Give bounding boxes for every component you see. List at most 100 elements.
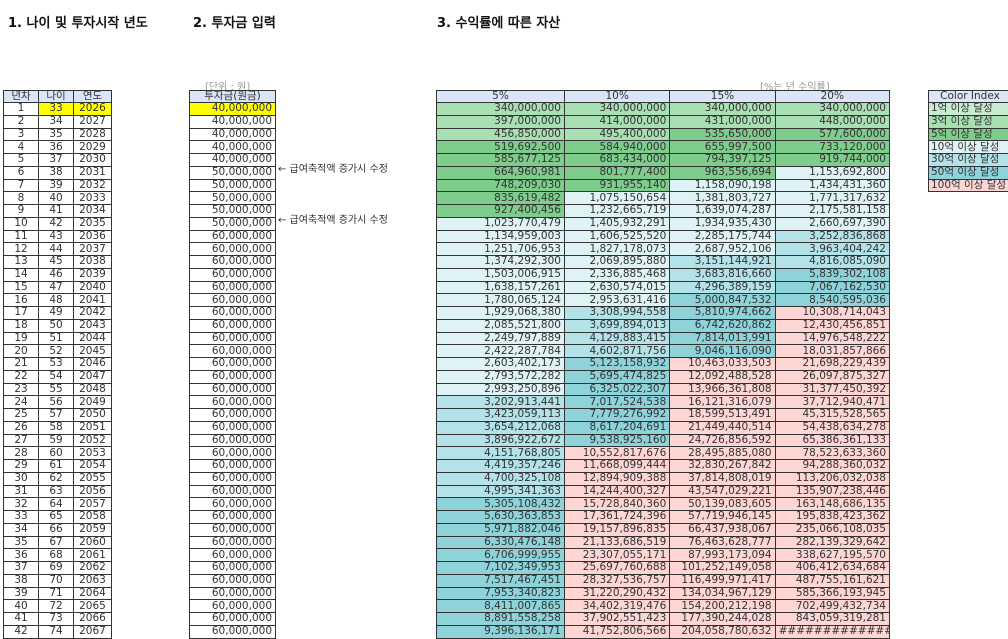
age-cell: 36 [38, 140, 74, 154]
investment-cell[interactable]: 50,000,000 [189, 178, 276, 193]
color-index-row: 1억 이상 달성 [928, 102, 1008, 116]
age-cell: 41 [38, 204, 74, 218]
investment-cell[interactable]: 60,000,000 [189, 229, 276, 244]
year-cell[interactable]: 2026 [73, 102, 112, 116]
investment-cell[interactable]: 60,000,000 [189, 446, 276, 460]
year-cell: 2032 [73, 178, 112, 193]
investment-cell[interactable]: 40,000,000 [189, 127, 276, 142]
investment-cell[interactable]: 60,000,000 [189, 255, 276, 269]
asset-value-cell: 3,202,913,441 [436, 395, 565, 409]
year-count-cell: 34 [3, 522, 39, 537]
table-row: 397,000,000 414,000,000 431,000,000 448,000… [436, 114, 891, 129]
asset-value-cell: 3,963,404,242 [774, 242, 891, 256]
investment-cell[interactable]: 60,000,000 [189, 612, 276, 626]
table-row: 24 56 2049 [3, 395, 112, 409]
investment-cell[interactable]: 60,000,000 [189, 382, 276, 397]
investment-cell[interactable]: 60,000,000 [189, 548, 276, 562]
asset-value-cell: 13,966,361,808 [669, 382, 776, 397]
asset-value-cell: 12,092,488,528 [669, 369, 776, 384]
year-count-cell: 20 [3, 344, 39, 358]
investment-table: 투자금(원금) 40,000,000 40,000,000 40,000,000 40… [189, 90, 276, 639]
investment-cell[interactable]: 60,000,000 [189, 561, 276, 575]
investment-cell[interactable]: 60,000,000 [189, 344, 276, 358]
asset-value-cell: 4,151,768,805 [436, 446, 565, 460]
investment-cell[interactable]: 40,000,000 [189, 102, 276, 116]
table-row: 50,000,000 [189, 216, 276, 231]
year-cell: 2031 [73, 165, 112, 180]
investment-cell[interactable]: 60,000,000 [189, 484, 276, 499]
table-row: 60,000,000 [189, 446, 276, 460]
table-row: 2,249,797,889 4,129,883,415 7,814,013,991 1… [436, 331, 891, 346]
asset-value-cell: 9,538,925,160 [563, 433, 671, 448]
table-row: 14 46 2039 [3, 267, 112, 282]
year-cell: 2062 [73, 561, 112, 575]
table-row: 8 40 2033 [3, 191, 112, 205]
asset-value-cell: 456,850,000 [436, 127, 565, 142]
table-row: 4 36 2029 [3, 140, 112, 154]
year-count-cell: 25 [3, 408, 39, 422]
investment-cell[interactable]: 60,000,000 [189, 306, 276, 320]
asset-value-cell: 340,000,000 [436, 102, 565, 116]
table-row: 25 57 2050 [3, 408, 112, 422]
investment-cell[interactable]: 60,000,000 [189, 331, 276, 346]
investment-cell[interactable]: 60,000,000 [189, 408, 276, 422]
table-row: 4,419,357,246 11,668,099,444 32,830,267,84… [436, 459, 891, 473]
table-row: 40,000,000 [189, 153, 276, 167]
year-count-cell: 33 [3, 510, 39, 524]
asset-value-cell: 14,244,400,327 [563, 484, 671, 499]
investment-cell[interactable]: 60,000,000 [189, 293, 276, 307]
investment-cell[interactable]: 50,000,000 [189, 191, 276, 205]
investment-cell[interactable]: 60,000,000 [189, 573, 276, 588]
investment-cell[interactable]: 40,000,000 [189, 140, 276, 154]
asset-value-cell: 4,296,389,159 [669, 280, 776, 295]
investment-cell[interactable]: 60,000,000 [189, 497, 276, 511]
investment-cell[interactable]: 60,000,000 [189, 395, 276, 409]
year-count-cell: 5 [3, 153, 39, 167]
investment-cell[interactable]: 60,000,000 [189, 420, 276, 435]
investment-cell[interactable]: 60,000,000 [189, 535, 276, 550]
age-cell[interactable]: 33 [38, 102, 74, 116]
investment-cell[interactable]: 60,000,000 [189, 599, 276, 613]
investment-cell[interactable]: 60,000,000 [189, 471, 276, 486]
investment-cell[interactable]: 50,000,000 [189, 216, 276, 231]
investment-cell[interactable]: 60,000,000 [189, 369, 276, 384]
table-row: 19 51 2044 [3, 331, 112, 346]
investment-cell[interactable]: 60,000,000 [189, 624, 276, 639]
investment-cell[interactable]: 50,000,000 [189, 204, 276, 218]
table-row: 42 74 2067 [3, 624, 112, 639]
investment-cell[interactable]: 50,000,000 [189, 165, 276, 180]
investment-cell[interactable]: 60,000,000 [189, 586, 276, 601]
asset-value-cell: 12,894,909,388 [563, 471, 671, 486]
table-row: 5,305,108,432 15,728,840,360 50,139,083,60… [436, 497, 891, 511]
asset-value-cell: 1,405,932,291 [563, 216, 671, 231]
investment-cell[interactable]: 60,000,000 [189, 459, 276, 473]
investment-cell[interactable]: 60,000,000 [189, 267, 276, 282]
investment-cell[interactable]: 60,000,000 [189, 318, 276, 333]
investment-cell[interactable]: 60,000,000 [189, 280, 276, 295]
asset-value-cell: 6,330,476,148 [436, 535, 565, 550]
table-row: 3,423,059,113 7,779,276,992 18,599,513,491… [436, 408, 891, 422]
asset-value-cell: 794,397,125 [669, 153, 776, 167]
investment-cell[interactable]: 60,000,000 [189, 522, 276, 537]
investment-cell[interactable]: 60,000,000 [189, 357, 276, 371]
investment-cell[interactable]: 60,000,000 [189, 510, 276, 524]
year-count-cell: 1 [3, 102, 39, 116]
investment-cell[interactable]: 60,000,000 [189, 433, 276, 448]
investment-cell[interactable]: 40,000,000 [189, 114, 276, 129]
age-cell: 62 [38, 471, 74, 486]
asset-value-cell: 448,000,000 [774, 114, 891, 129]
asset-value-cell: 2,249,797,889 [436, 331, 565, 346]
year-cell: 2045 [73, 344, 112, 358]
year-cell: 2039 [73, 267, 112, 282]
investment-cell[interactable]: 60,000,000 [189, 242, 276, 256]
asset-value-cell: 3,896,922,672 [436, 433, 565, 448]
year-count-cell: 26 [3, 420, 39, 435]
asset-value-cell: 1,023,770,479 [436, 216, 565, 231]
asset-value-cell: 76,463,628,777 [669, 535, 776, 550]
asset-value-cell: 1,639,074,287 [669, 204, 776, 218]
investment-cell[interactable]: 40,000,000 [189, 153, 276, 167]
year-count-cell: 3 [3, 127, 39, 142]
asset-value-cell: 23,307,055,171 [563, 548, 671, 562]
asset-value-cell: 16,121,316,079 [669, 395, 776, 409]
asset-value-cell: 2,953,631,416 [563, 293, 671, 307]
